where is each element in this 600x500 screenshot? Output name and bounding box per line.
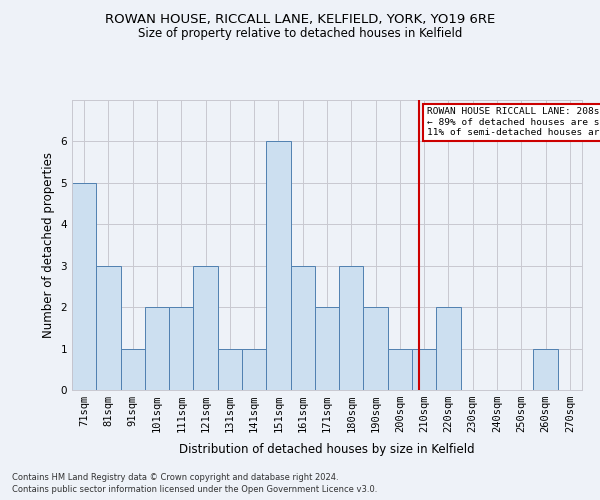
Bar (218, 348, 242, 390)
Bar (96, 266, 121, 390)
Bar (388, 348, 412, 390)
Bar (339, 266, 364, 390)
Bar (364, 307, 388, 390)
Text: ROWAN HOUSE RICCALL LANE: 208sqm
← 89% of detached houses are smaller (34)
11% o: ROWAN HOUSE RICCALL LANE: 208sqm ← 89% o… (427, 108, 600, 138)
Bar (315, 307, 339, 390)
Bar (533, 348, 558, 390)
Bar (436, 307, 461, 390)
Bar (290, 266, 315, 390)
Text: Distribution of detached houses by size in Kelfield: Distribution of detached houses by size … (179, 442, 475, 456)
Text: Size of property relative to detached houses in Kelfield: Size of property relative to detached ho… (138, 28, 462, 40)
Bar (145, 307, 169, 390)
Text: ROWAN HOUSE, RICCALL LANE, KELFIELD, YORK, YO19 6RE: ROWAN HOUSE, RICCALL LANE, KELFIELD, YOR… (105, 12, 495, 26)
Bar (169, 307, 193, 390)
Bar (412, 348, 436, 390)
Y-axis label: Number of detached properties: Number of detached properties (42, 152, 55, 338)
Bar (121, 348, 145, 390)
Bar (266, 142, 290, 390)
Bar (242, 348, 266, 390)
Text: Contains HM Land Registry data © Crown copyright and database right 2024.: Contains HM Land Registry data © Crown c… (12, 472, 338, 482)
Text: Contains public sector information licensed under the Open Government Licence v3: Contains public sector information licen… (12, 485, 377, 494)
Bar (72, 183, 96, 390)
Bar (193, 266, 218, 390)
